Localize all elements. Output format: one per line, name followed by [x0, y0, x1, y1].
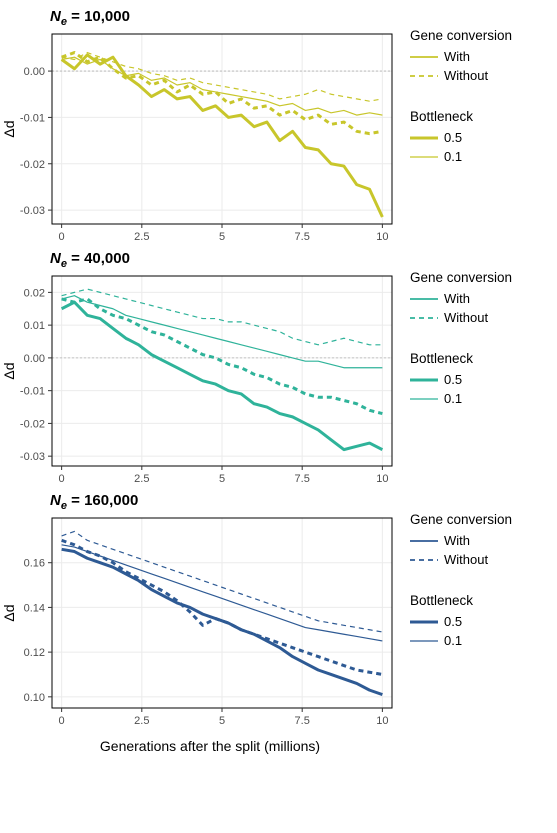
legend-bn-title: Bottleneck — [410, 351, 512, 366]
ytick-label: 0.16 — [24, 558, 45, 570]
xtick-label: 7.5 — [295, 715, 310, 727]
legend-gc-title: Gene conversion — [410, 28, 512, 43]
legend-label: With — [444, 49, 470, 64]
legend-item: Without — [410, 310, 512, 325]
yaxis-label: Δd — [1, 120, 17, 137]
panel-left: Ne = 40,000 0 2.5 5 7.5 10 -0.03 -0.02 -0.01 0.00… — [0, 250, 398, 488]
xaxis-title: Generations after the split (millions) — [20, 738, 400, 754]
panel-row: Ne = 40,000 0 2.5 5 7.5 10 -0.03 -0.02 -0.01 0.00… — [0, 250, 557, 488]
ytick-label: 0.10 — [24, 692, 45, 704]
xtick-label: 5 — [219, 473, 225, 485]
xtick-label: 2.5 — [134, 473, 149, 485]
ytick-label: 0.00 — [24, 353, 45, 365]
legend: Gene conversion With Without Bottleneck 0.5 0… — [398, 250, 512, 410]
legend-label: 0.5 — [444, 130, 462, 145]
xtick-label: 7.5 — [295, 231, 310, 243]
xtick-label: 10 — [376, 715, 388, 727]
yaxis-label: Δd — [1, 362, 17, 379]
xtick-label: 2.5 — [134, 231, 149, 243]
xtick-label: 10 — [376, 231, 388, 243]
panel-row: Ne = 10,000 0 2.5 5 7.5 10 -0.03 -0.02 -0.01 0.00… — [0, 8, 557, 246]
xtick-label: 10 — [376, 473, 388, 485]
panel-title: Ne = 40,000 — [50, 250, 398, 270]
legend-item: 0.1 — [410, 391, 512, 406]
ytick-label: 0.12 — [24, 647, 45, 659]
legend-gc-title: Gene conversion — [410, 270, 512, 285]
ytick-label: -0.01 — [20, 386, 45, 398]
ytick-label: 0.02 — [24, 287, 45, 299]
xtick-label: 0 — [59, 231, 65, 243]
panel-row: Ne = 160,000 0 2.5 5 7.5 10 0.10 0.12 0.14 0.16 Δd… — [0, 492, 557, 734]
ytick-label: 0.00 — [24, 66, 45, 78]
ytick-label: -0.01 — [20, 112, 45, 124]
legend-label: 0.5 — [444, 372, 462, 387]
chart-svg: 0 2.5 5 7.5 10 -0.03 -0.02 -0.01 0.00 0.01 0.02 Δd — [0, 272, 398, 488]
ytick-label: -0.02 — [20, 159, 45, 171]
panel-left: Ne = 10,000 0 2.5 5 7.5 10 -0.03 -0.02 -0.01 0.00… — [0, 8, 398, 246]
ytick-label: -0.02 — [20, 418, 45, 430]
legend-item: With — [410, 291, 512, 306]
legend-item: 0.1 — [410, 633, 512, 648]
legend-bn-title: Bottleneck — [410, 109, 512, 124]
legend-item: 0.1 — [410, 149, 512, 164]
panels-container: Ne = 10,000 0 2.5 5 7.5 10 -0.03 -0.02 -0.01 0.00… — [0, 8, 557, 734]
legend-label: Without — [444, 310, 488, 325]
legend-item: Without — [410, 68, 512, 83]
legend-label: 0.5 — [444, 614, 462, 629]
chart-svg: 0 2.5 5 7.5 10 -0.03 -0.02 -0.01 0.00 Δd — [0, 30, 398, 246]
chart-svg: 0 2.5 5 7.5 10 0.10 0.12 0.14 0.16 Δd — [0, 514, 398, 734]
legend-label: 0.1 — [444, 149, 462, 164]
legend: Gene conversion With Without Bottleneck 0.5 0… — [398, 8, 512, 168]
legend-gc-title: Gene conversion — [410, 512, 512, 527]
legend-label: 0.1 — [444, 633, 462, 648]
legend-item: With — [410, 533, 512, 548]
legend-bn-title: Bottleneck — [410, 593, 512, 608]
xtick-label: 5 — [219, 231, 225, 243]
legend-item: Without — [410, 552, 512, 567]
xtick-label: 7.5 — [295, 473, 310, 485]
legend-item: With — [410, 49, 512, 64]
legend-label: With — [444, 291, 470, 306]
panel-title: Ne = 10,000 — [50, 8, 398, 28]
legend-item: 0.5 — [410, 372, 512, 387]
xtick-label: 0 — [59, 715, 65, 727]
xtick-label: 0 — [59, 473, 65, 485]
xtick-label: 5 — [219, 715, 225, 727]
legend-item: 0.5 — [410, 130, 512, 145]
legend-item: 0.5 — [410, 614, 512, 629]
ytick-label: -0.03 — [20, 205, 45, 217]
xtick-label: 2.5 — [134, 715, 149, 727]
legend: Gene conversion With Without Bottleneck 0.5 0… — [398, 492, 512, 652]
ytick-label: -0.03 — [20, 451, 45, 463]
figure-root: Ne = 10,000 0 2.5 5 7.5 10 -0.03 -0.02 -0.01 0.00… — [0, 0, 557, 754]
legend-label: Without — [444, 68, 488, 83]
panel-left: Ne = 160,000 0 2.5 5 7.5 10 0.10 0.12 0.14 0.16 Δd — [0, 492, 398, 734]
yaxis-label: Δd — [1, 604, 17, 621]
ytick-label: 0.01 — [24, 320, 45, 332]
legend-label: With — [444, 533, 470, 548]
panel-title: Ne = 160,000 — [50, 492, 398, 512]
ytick-label: 0.14 — [24, 602, 45, 614]
legend-label: Without — [444, 552, 488, 567]
legend-label: 0.1 — [444, 391, 462, 406]
